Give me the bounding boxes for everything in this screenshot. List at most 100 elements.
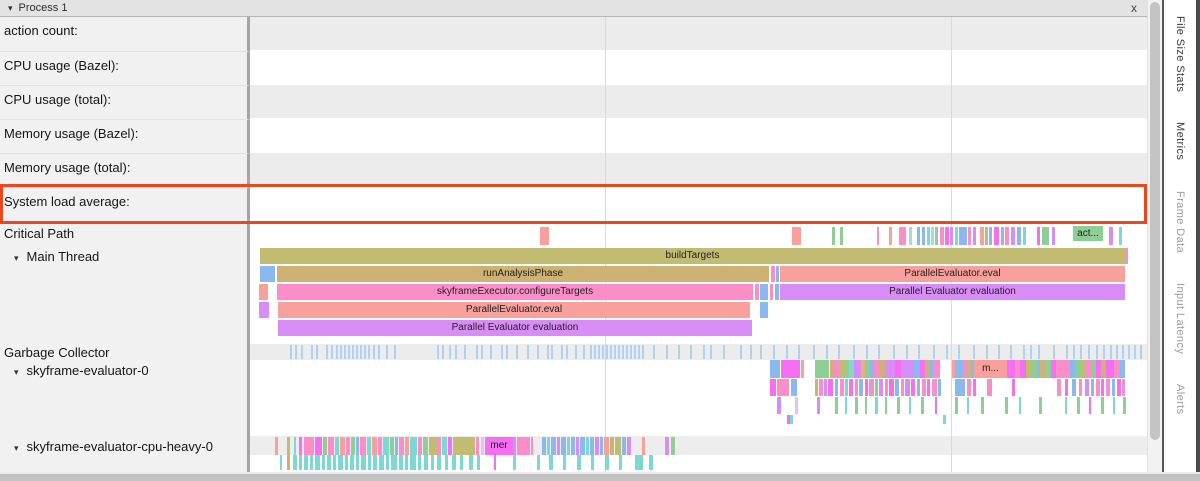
gc-tick[interactable] <box>437 345 439 359</box>
trace-slice[interactable] <box>835 379 838 396</box>
trace-slice[interactable] <box>476 437 479 455</box>
trace-slice[interactable] <box>855 397 858 414</box>
trace-slice[interactable] <box>619 455 622 470</box>
gc-tick[interactable] <box>1140 345 1142 359</box>
trace-slice[interactable] <box>895 379 899 396</box>
trace-slice[interactable] <box>865 397 867 414</box>
gc-tick[interactable] <box>618 345 620 359</box>
gc-tick[interactable] <box>583 345 585 359</box>
trace-slice[interactable] <box>481 437 484 455</box>
gc-tick[interactable] <box>344 345 346 359</box>
gc-tick[interactable] <box>326 345 328 359</box>
trace-slice[interactable] <box>304 437 314 455</box>
trace-slice[interactable] <box>615 437 621 455</box>
trace-slice[interactable] <box>889 379 894 396</box>
trace-slice[interactable] <box>469 455 473 470</box>
trace-slice[interactable] <box>494 455 496 470</box>
trace-slice[interactable] <box>649 455 653 470</box>
trace-slice[interactable] <box>294 437 296 455</box>
trace-slice[interactable] <box>373 455 377 470</box>
labeled-slice[interactable]: m... <box>974 360 1007 378</box>
trace-slice[interactable] <box>328 437 334 455</box>
gc-tick[interactable] <box>394 345 396 359</box>
gc-tick[interactable] <box>614 345 616 359</box>
trace-slice[interactable] <box>280 455 282 470</box>
trace-slice[interactable] <box>437 437 441 455</box>
gc-tick[interactable] <box>537 345 539 359</box>
gc-tick[interactable] <box>1134 345 1136 359</box>
gc-tick[interactable] <box>1010 345 1012 359</box>
gc-tick[interactable] <box>1088 345 1090 359</box>
trace-slice[interactable] <box>973 379 976 396</box>
gc-tick[interactable] <box>973 345 975 359</box>
gc-tick[interactable] <box>561 345 563 359</box>
trace-slice[interactable] <box>815 360 829 378</box>
trace-slice[interactable] <box>410 455 416 470</box>
trace-slice[interactable] <box>931 227 934 245</box>
gc-tick[interactable] <box>1053 345 1055 359</box>
trace-slice[interactable] <box>590 437 594 455</box>
trace-slice[interactable] <box>981 397 984 414</box>
trace-slice[interactable] <box>391 455 397 470</box>
trace-slice[interactable] <box>1123 397 1126 414</box>
trace-slice[interactable] <box>395 437 398 455</box>
trace-slice[interactable] <box>955 360 963 378</box>
gc-tick[interactable] <box>352 345 354 359</box>
trace-slice[interactable] <box>379 455 384 470</box>
flame-slice[interactable] <box>771 266 775 282</box>
trace-slice[interactable] <box>795 397 798 414</box>
trace-slice[interactable] <box>935 227 938 245</box>
trace-slice[interactable] <box>1081 360 1086 378</box>
trace-slice[interactable] <box>989 227 992 245</box>
trace-slice[interactable] <box>642 437 645 455</box>
trace-slice[interactable] <box>875 397 878 414</box>
trace-slice[interactable] <box>1089 397 1091 414</box>
trace-slice[interactable] <box>1015 360 1020 378</box>
trace-slice[interactable] <box>671 437 675 455</box>
trace-slice[interactable] <box>929 360 933 378</box>
process-header[interactable]: ▾ Process 1 x <box>0 0 1147 17</box>
gc-tick[interactable] <box>336 345 338 359</box>
trace-slice[interactable] <box>865 379 868 396</box>
gc-tick[interactable] <box>710 345 712 359</box>
gc-tick[interactable] <box>386 345 388 359</box>
trace-slice[interactable] <box>531 437 533 455</box>
gc-tick[interactable] <box>750 345 752 359</box>
gc-tick[interactable] <box>1110 345 1112 359</box>
gc-tick[interactable] <box>311 345 313 359</box>
gc-tick[interactable] <box>1103 345 1105 359</box>
trace-slice[interactable] <box>399 455 403 470</box>
gc-tick[interactable] <box>986 345 988 359</box>
trace-slice[interactable] <box>845 379 848 396</box>
trace-slice[interactable] <box>540 227 549 245</box>
gc-tick[interactable] <box>295 345 297 359</box>
trace-slice[interactable] <box>952 360 955 378</box>
gc-tick[interactable] <box>551 345 553 359</box>
gc-tick[interactable] <box>878 345 880 359</box>
trace-slice[interactable] <box>921 397 924 414</box>
trace-slice[interactable] <box>987 379 992 396</box>
gc-tick[interactable] <box>455 345 457 359</box>
trace-slice[interactable] <box>1026 360 1031 378</box>
trace-slice[interactable] <box>445 455 448 470</box>
trace-slice[interactable] <box>1005 397 1008 414</box>
trace-slice[interactable] <box>418 437 422 455</box>
trace-slice[interactable] <box>595 437 599 455</box>
trace-slice[interactable] <box>591 455 594 470</box>
trace-slice[interactable] <box>968 227 971 245</box>
gc-tick[interactable] <box>678 345 680 359</box>
trace-slice[interactable] <box>1122 379 1125 396</box>
trace-slice[interactable] <box>423 437 428 455</box>
gc-tick[interactable] <box>1023 345 1025 359</box>
trace-slice[interactable] <box>909 227 912 245</box>
trace-slice[interactable] <box>917 227 920 245</box>
trace-slice[interactable] <box>1096 360 1101 378</box>
collapse-triangle-icon[interactable]: ▾ <box>14 443 19 453</box>
trace-slice[interactable] <box>547 437 550 455</box>
trace-slice[interactable] <box>830 360 834 378</box>
trace-slice[interactable] <box>935 397 937 414</box>
trace-slice[interactable] <box>865 360 870 378</box>
flame-slice[interactable] <box>259 284 268 300</box>
trace-slice[interactable] <box>1101 360 1106 378</box>
trace-slice[interactable] <box>967 397 969 414</box>
